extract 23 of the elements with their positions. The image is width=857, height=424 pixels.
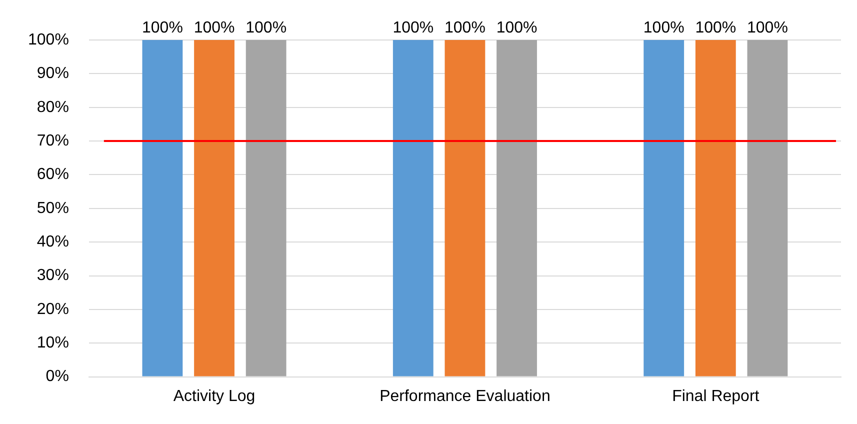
y-tick-label: 90% bbox=[36, 65, 69, 82]
data-label: 100% bbox=[747, 19, 788, 36]
y-tick-label: 30% bbox=[36, 267, 69, 284]
y-tick-label: 60% bbox=[36, 166, 69, 184]
y-tick-label: 80% bbox=[36, 98, 69, 116]
y-tick-label: 70% bbox=[36, 132, 69, 150]
data-label: 100% bbox=[444, 19, 486, 36]
y-tick-label: 100% bbox=[28, 31, 69, 48]
data-label: 100% bbox=[496, 19, 538, 36]
y-tick-label: 10% bbox=[36, 334, 69, 352]
y-tick-label: 0% bbox=[46, 368, 69, 386]
data-label: 100% bbox=[194, 19, 235, 36]
x-tick-label: Final Report bbox=[672, 388, 760, 405]
data-label: 100% bbox=[643, 19, 684, 36]
y-tick-label: 20% bbox=[36, 300, 69, 318]
y-tick-label: 40% bbox=[36, 233, 69, 250]
y-tick-label: 50% bbox=[36, 200, 69, 217]
data-label: 100% bbox=[392, 19, 434, 36]
x-tick-label: Activity Log bbox=[173, 388, 256, 405]
data-label: 100% bbox=[142, 19, 183, 36]
data-label: 100% bbox=[246, 19, 287, 36]
data-label: 100% bbox=[695, 19, 736, 36]
x-tick-label: Performance Evaluation bbox=[380, 388, 550, 405]
